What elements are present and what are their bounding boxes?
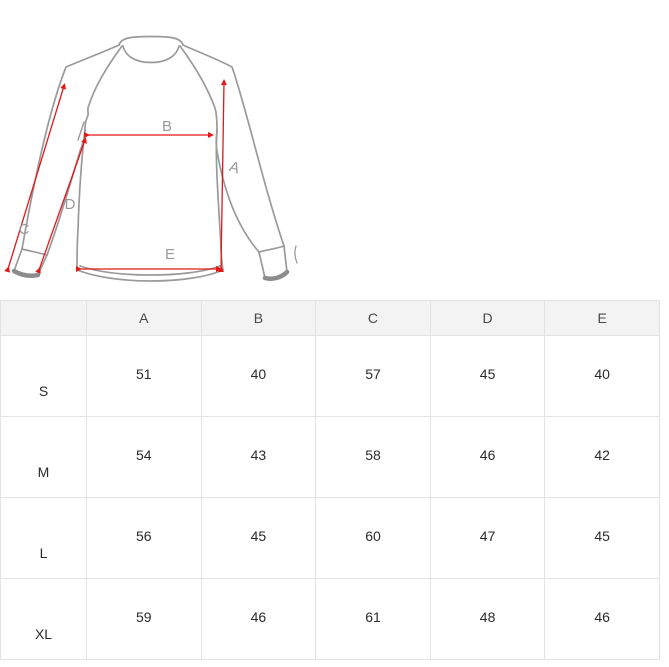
svg-text:E: E [165, 246, 175, 263]
svg-text:D: D [65, 196, 76, 213]
svg-text:A: A [227, 158, 242, 177]
svg-text:B: B [162, 118, 172, 135]
svg-text:C: C [19, 221, 30, 238]
